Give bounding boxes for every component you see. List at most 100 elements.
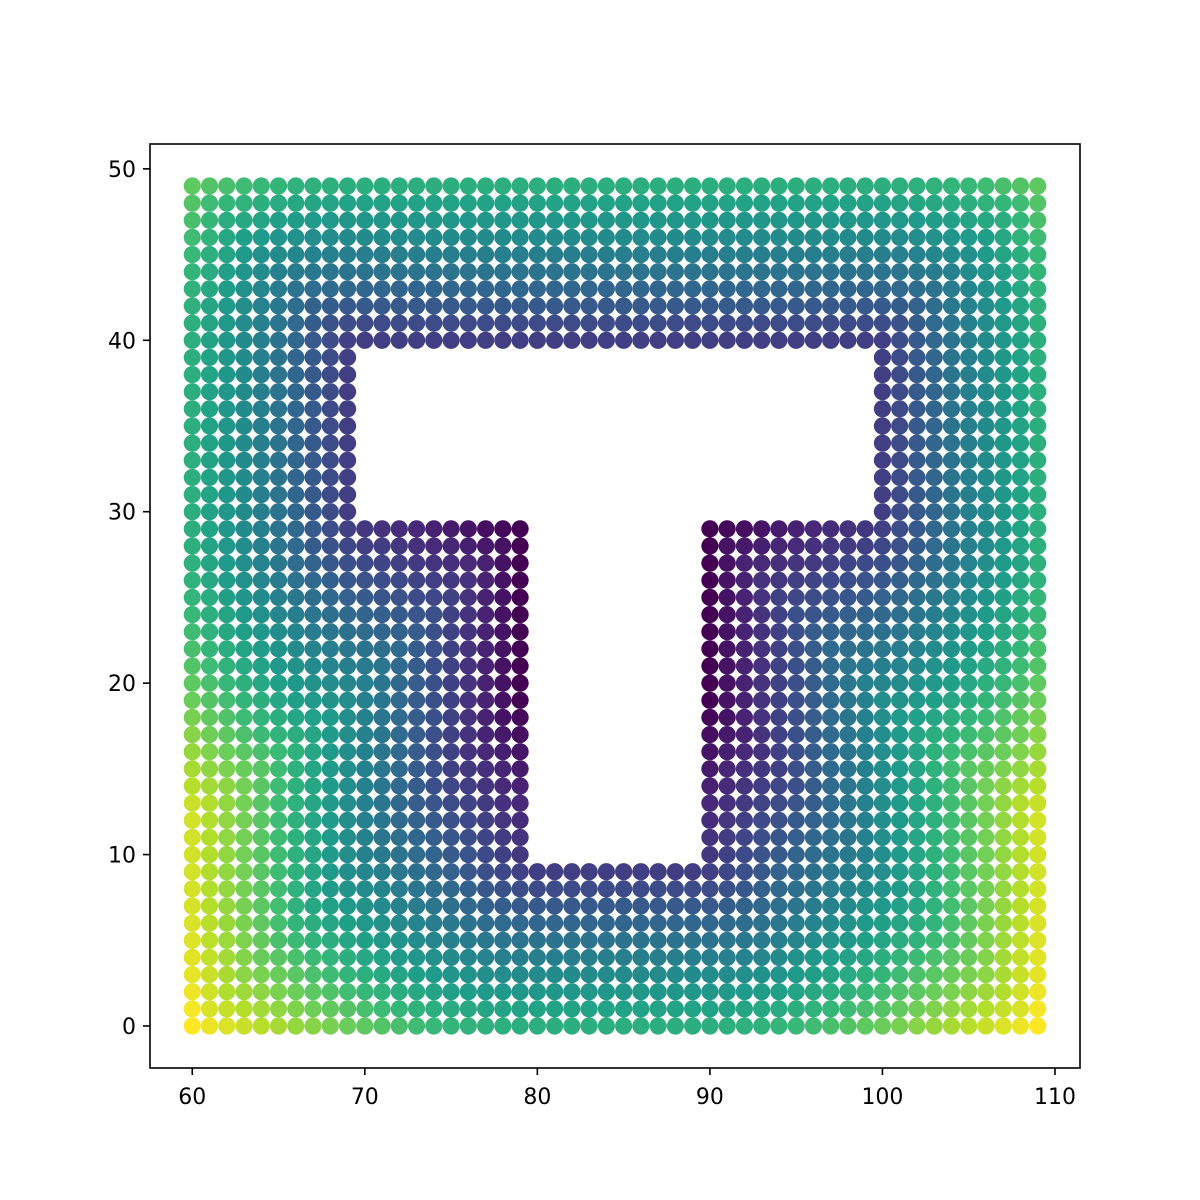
data-point <box>684 331 702 349</box>
data-point <box>977 983 995 1001</box>
data-point <box>373 983 391 1001</box>
data-point <box>770 674 788 692</box>
data-point <box>269 314 288 332</box>
data-point <box>960 400 978 418</box>
data-point <box>321 348 339 367</box>
data-point <box>200 348 219 367</box>
data-point <box>718 520 736 538</box>
data-point <box>718 674 736 692</box>
data-point <box>580 331 598 349</box>
data-point <box>977 554 995 572</box>
data-point <box>183 863 201 881</box>
data-point <box>183 485 201 504</box>
data-point <box>218 743 236 761</box>
data-point <box>632 331 650 349</box>
data-point <box>839 263 857 281</box>
data-point <box>287 297 305 315</box>
data-point <box>753 965 771 984</box>
data-point <box>735 554 754 572</box>
data-point <box>356 743 374 761</box>
data-point <box>925 983 943 1001</box>
data-point <box>476 228 495 247</box>
data-point <box>407 263 426 281</box>
data-point <box>304 331 322 349</box>
data-point <box>925 571 943 589</box>
data-point <box>304 211 322 229</box>
data-point <box>908 623 926 641</box>
data-point <box>200 777 219 795</box>
data-point <box>407 794 426 812</box>
data-point <box>701 605 719 624</box>
data-point <box>839 725 857 744</box>
data-point <box>873 297 892 315</box>
data-point <box>235 657 253 675</box>
data-point <box>356 588 374 607</box>
data-point <box>321 743 339 761</box>
data-point <box>701 177 719 195</box>
data-point <box>718 811 736 829</box>
data-point <box>735 845 754 864</box>
data-point <box>804 623 823 641</box>
data-point <box>494 760 512 778</box>
data-point <box>615 880 633 898</box>
data-point <box>908 897 926 915</box>
data-point <box>770 1017 788 1035</box>
data-point <box>735 897 754 915</box>
data-point <box>942 485 961 504</box>
data-point <box>908 691 926 709</box>
data-point <box>200 863 219 881</box>
data-point <box>1011 211 1030 229</box>
data-point <box>1029 331 1047 349</box>
data-point <box>1029 931 1047 949</box>
data-point <box>407 177 426 195</box>
data-point <box>770 965 788 984</box>
data-point <box>407 965 426 984</box>
data-point <box>494 520 512 538</box>
data-point <box>718 880 736 898</box>
x-tick-label: 90 <box>696 1085 724 1110</box>
data-point <box>235 245 253 264</box>
data-point <box>287 674 305 692</box>
data-point <box>338 777 357 795</box>
data-point <box>511 845 529 864</box>
data-point <box>407 1017 426 1035</box>
data-point <box>459 588 477 607</box>
data-point <box>287 725 305 744</box>
data-point <box>1029 503 1047 521</box>
data-point <box>856 708 874 727</box>
data-point <box>338 691 357 709</box>
data-point <box>615 1000 633 1018</box>
data-point <box>442 811 460 829</box>
data-point <box>770 1000 788 1018</box>
data-point <box>804 794 823 812</box>
data-point <box>856 657 874 675</box>
data-point <box>873 708 892 727</box>
data-point <box>666 948 684 967</box>
data-point <box>942 468 961 487</box>
data-point <box>735 623 754 641</box>
data-point <box>183 777 201 795</box>
data-point <box>338 880 357 898</box>
data-point <box>1029 417 1047 435</box>
x-axis: 60 70 80 90 100 110 <box>178 1068 1076 1110</box>
data-point <box>338 674 357 692</box>
data-point <box>494 331 512 349</box>
data-point <box>183 623 201 641</box>
data-point <box>804 760 823 778</box>
data-point <box>563 245 581 264</box>
data-point <box>390 983 408 1001</box>
data-point <box>200 485 219 504</box>
data-point <box>546 331 564 349</box>
data-point <box>511 1017 529 1035</box>
data-point <box>235 811 253 829</box>
data-point <box>753 845 771 864</box>
data-point <box>891 965 909 984</box>
data-point <box>770 708 788 727</box>
data-point <box>718 1000 736 1018</box>
data-point <box>442 708 460 727</box>
data-point <box>701 263 719 281</box>
data-point <box>649 931 667 949</box>
data-point <box>891 948 909 967</box>
data-point <box>269 657 288 675</box>
data-point <box>287 417 305 435</box>
